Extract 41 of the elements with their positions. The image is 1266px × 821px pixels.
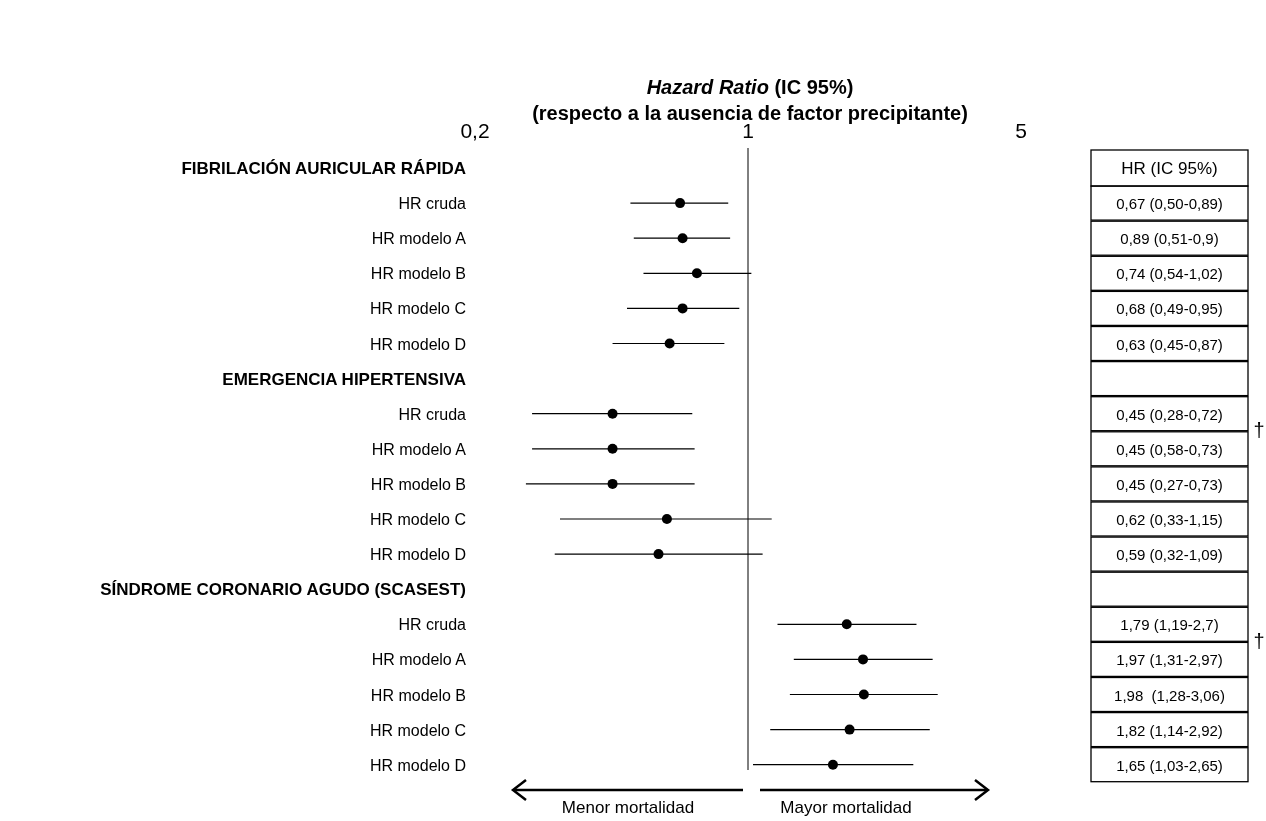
text: HR (IC 95%) <box>1121 159 1218 178</box>
text: Mayor mortalidad <box>780 798 912 817</box>
chart-title: Hazard Ratio (IC 95%) <box>646 76 854 98</box>
data-label: 0,89 (0,51-0,9) <box>1120 230 1219 248</box>
y-tick-label: HR modelo A <box>371 651 467 669</box>
text: † <box>1253 419 1265 442</box>
y-tick-label: HR cruda <box>398 195 467 213</box>
y-tick-label: FIBRILACIÓN AURICULAR RÁPIDA <box>181 159 466 178</box>
data-label: 0,74 (0,54-1,02) <box>1116 265 1223 283</box>
data-label: 0,59 (0,32-1,09) <box>1116 546 1223 564</box>
data-label: 0,45 (0,58-0,73) <box>1116 440 1223 458</box>
x-tick-label: 0,2 <box>460 119 490 142</box>
text: † <box>1253 629 1265 652</box>
y-tick-label: EMERGENCIA HIPERTENSIVA <box>222 369 466 389</box>
y-tick-label: HR modelo B <box>370 686 466 704</box>
data-label: 0,45 (0,28-0,72) <box>1116 405 1223 423</box>
data-label: 0,63 (0,45-0,87) <box>1116 335 1223 353</box>
y-tick-label: HR modelo A <box>371 440 467 458</box>
y-tick-label: HR modelo B <box>370 265 466 283</box>
y-tick-label: HR modelo C <box>369 300 466 318</box>
y-tick-label: HR modelo B <box>370 475 466 493</box>
data-label: 1,97 (1,31-2,97) <box>1116 651 1223 669</box>
data-label: 1,82 (1,14-2,92) <box>1116 721 1223 739</box>
y-tick-label: HR modelo C <box>369 511 466 528</box>
y-tick-label: HR modelo D <box>369 756 466 774</box>
y-tick-label: SÍNDROME CORONARIO AGUDO (SCASEST) <box>100 580 466 600</box>
data-label: 0,68 (0,49-0,95) <box>1116 300 1223 318</box>
y-tick-label: HR modelo D <box>369 335 466 353</box>
y-tick-label: HR modelo D <box>369 546 466 564</box>
data-label: 1,79 (1,19-2,7) <box>1120 616 1219 634</box>
y-tick-label: HR cruda <box>398 405 467 423</box>
data-label: 0,45 (0,27-0,73) <box>1116 475 1223 493</box>
data-label: 0,67 (0,50-0,89) <box>1116 195 1223 213</box>
text: Menor mortalidad <box>561 798 695 817</box>
data-label: 1,65 (1,03-2,65) <box>1116 756 1223 774</box>
y-tick-label: HR cruda <box>398 616 467 634</box>
x-tick-label: 5 <box>1015 119 1027 142</box>
data-label: 1,98 (1,28-3,06) <box>1114 686 1225 704</box>
data-label: 0,62 (0,33-1,15) <box>1116 511 1223 528</box>
y-tick-label: HR modelo C <box>369 721 466 739</box>
y-tick-label: HR modelo A <box>371 230 467 248</box>
